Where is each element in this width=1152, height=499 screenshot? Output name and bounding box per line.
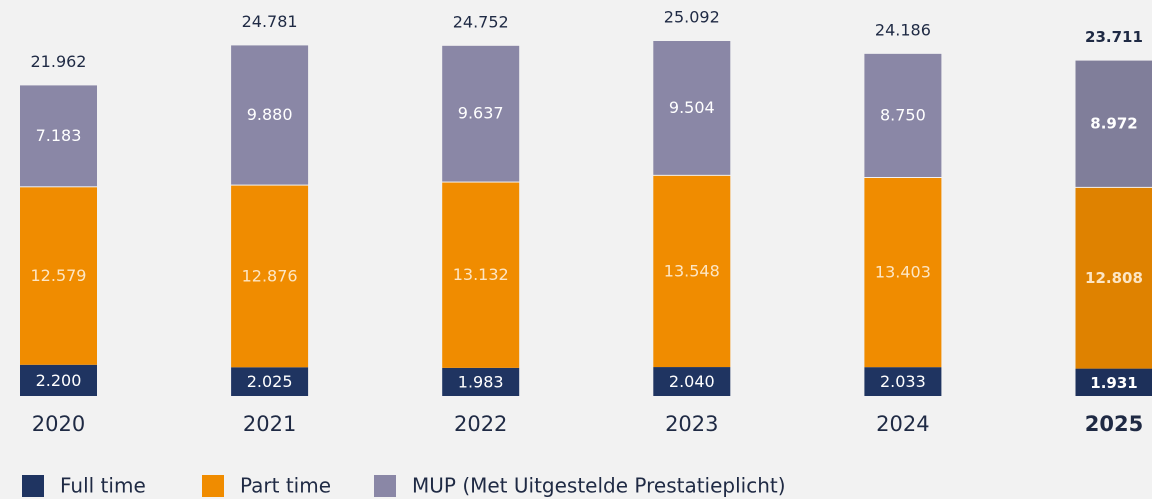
bar-segment bbox=[1075, 368, 1152, 396]
segment-label: 2.033 bbox=[880, 372, 926, 391]
legend-label: Full time bbox=[60, 474, 146, 498]
segment-label: 2.040 bbox=[669, 372, 715, 391]
total-label: 23.711 bbox=[1085, 28, 1143, 46]
segment-label: 2.025 bbox=[247, 372, 293, 391]
bar-segment bbox=[1075, 187, 1152, 369]
total-label: 21.962 bbox=[31, 52, 87, 71]
bar-segment bbox=[231, 367, 309, 396]
x-tick-label: 2025 bbox=[1085, 412, 1143, 436]
bar-segment bbox=[231, 185, 309, 368]
bar-segment bbox=[442, 182, 520, 368]
x-tick-label: 2020 bbox=[32, 412, 85, 436]
total-label: 24.752 bbox=[453, 12, 509, 31]
segment-label: 12.876 bbox=[242, 266, 298, 285]
segment-label: 12.808 bbox=[1085, 269, 1143, 287]
segment-label: 8.972 bbox=[1090, 115, 1137, 133]
total-label: 25.092 bbox=[664, 8, 720, 27]
segment-label: 2.200 bbox=[36, 371, 82, 390]
total-label: 24.781 bbox=[242, 12, 298, 31]
legend-swatch bbox=[202, 475, 224, 497]
segment-label: 9.637 bbox=[458, 104, 504, 123]
segment-label: 9.504 bbox=[669, 98, 715, 117]
x-tick-label: 2024 bbox=[876, 412, 929, 436]
bar-segment bbox=[231, 45, 309, 185]
segment-label: 1.931 bbox=[1090, 374, 1137, 392]
bar-segment bbox=[653, 367, 731, 396]
x-tick-label: 2022 bbox=[454, 412, 507, 436]
bar-segment bbox=[653, 41, 731, 175]
segment-label: 13.132 bbox=[453, 265, 509, 284]
x-tick-label: 2021 bbox=[243, 412, 296, 436]
bar-segment bbox=[20, 85, 97, 187]
total-label: 24.186 bbox=[875, 20, 931, 39]
legend-swatch bbox=[374, 475, 396, 497]
bar-segment bbox=[20, 187, 97, 365]
bar-segment bbox=[864, 177, 942, 368]
segment-label: 7.183 bbox=[36, 126, 82, 145]
segment-label: 12.579 bbox=[31, 266, 87, 285]
segment-label: 9.880 bbox=[247, 105, 293, 124]
bar-segment bbox=[20, 364, 97, 396]
segment-label: 13.403 bbox=[875, 263, 931, 282]
segment-label: 13.548 bbox=[664, 261, 720, 280]
legend-swatch bbox=[22, 475, 44, 497]
bar-segment bbox=[442, 45, 520, 182]
bar-segment bbox=[864, 367, 942, 396]
legend-label: MUP (Met Uitgestelde Prestatieplicht) bbox=[412, 474, 786, 498]
bar-segment bbox=[653, 175, 731, 368]
segment-label: 1.983 bbox=[458, 372, 504, 391]
legend-label: Part time bbox=[240, 474, 331, 498]
bar-segment bbox=[442, 367, 520, 396]
bar-segment bbox=[864, 53, 942, 177]
segment-label: 8.750 bbox=[880, 105, 926, 124]
x-tick-label: 2023 bbox=[665, 412, 718, 436]
bar-segment bbox=[1075, 60, 1152, 187]
